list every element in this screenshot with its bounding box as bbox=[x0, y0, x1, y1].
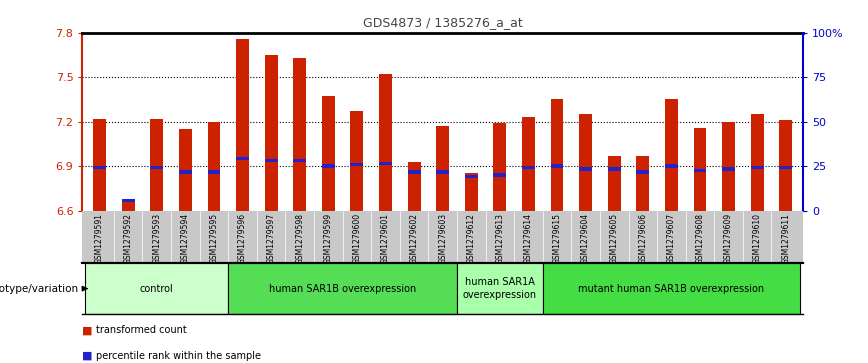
Bar bbox=[550, 164, 563, 168]
Bar bbox=[322, 97, 335, 211]
Bar bbox=[207, 122, 220, 211]
Bar bbox=[85, 263, 228, 314]
Text: GSM1279612: GSM1279612 bbox=[467, 213, 476, 264]
Bar bbox=[694, 169, 707, 172]
Text: GSM1279599: GSM1279599 bbox=[324, 213, 332, 264]
Bar bbox=[408, 170, 420, 174]
Text: GSM1279611: GSM1279611 bbox=[781, 213, 790, 264]
Text: GSM1279592: GSM1279592 bbox=[124, 213, 133, 264]
Bar bbox=[122, 200, 135, 211]
Text: GSM1279604: GSM1279604 bbox=[581, 213, 590, 264]
Bar bbox=[437, 126, 449, 211]
Bar bbox=[179, 129, 192, 211]
Bar bbox=[665, 99, 678, 211]
Bar bbox=[493, 174, 506, 176]
Text: GSM1279609: GSM1279609 bbox=[724, 213, 733, 264]
Bar bbox=[351, 163, 364, 166]
Title: GDS4873 / 1385276_a_at: GDS4873 / 1385276_a_at bbox=[363, 16, 523, 29]
Text: control: control bbox=[140, 284, 174, 294]
Bar bbox=[636, 170, 649, 174]
Text: GSM1279613: GSM1279613 bbox=[496, 213, 504, 264]
Bar bbox=[379, 74, 392, 211]
Bar bbox=[608, 167, 621, 171]
Bar bbox=[93, 119, 106, 211]
Bar bbox=[379, 162, 392, 165]
Bar bbox=[779, 120, 792, 211]
Text: GSM1279602: GSM1279602 bbox=[410, 213, 418, 264]
Text: GSM1279601: GSM1279601 bbox=[381, 213, 390, 264]
Bar bbox=[408, 162, 420, 211]
Bar bbox=[550, 99, 563, 211]
Bar bbox=[694, 127, 707, 211]
Bar bbox=[228, 263, 457, 314]
Bar bbox=[465, 174, 477, 211]
Bar bbox=[150, 166, 163, 169]
Bar bbox=[265, 159, 278, 162]
Text: GSM1279596: GSM1279596 bbox=[238, 213, 247, 264]
Text: GSM1279600: GSM1279600 bbox=[352, 213, 361, 264]
Text: GSM1279615: GSM1279615 bbox=[553, 213, 562, 264]
Text: genotype/variation: genotype/variation bbox=[0, 284, 78, 294]
Bar bbox=[265, 55, 278, 211]
Bar bbox=[293, 58, 306, 211]
Bar bbox=[236, 38, 249, 211]
Text: GSM1279593: GSM1279593 bbox=[152, 213, 161, 264]
Bar bbox=[522, 166, 535, 169]
Text: GSM1279606: GSM1279606 bbox=[638, 213, 648, 264]
Bar bbox=[722, 122, 735, 211]
Text: human SAR1B overexpression: human SAR1B overexpression bbox=[269, 284, 417, 294]
Text: GSM1279591: GSM1279591 bbox=[95, 213, 104, 264]
Text: GSM1279598: GSM1279598 bbox=[295, 213, 305, 264]
Text: ■: ■ bbox=[82, 325, 93, 335]
Text: GSM1279605: GSM1279605 bbox=[609, 213, 619, 264]
Bar bbox=[542, 263, 800, 314]
Bar bbox=[322, 164, 335, 168]
Bar bbox=[722, 167, 735, 171]
Bar bbox=[608, 156, 621, 211]
Bar bbox=[751, 114, 764, 211]
Bar bbox=[636, 156, 649, 211]
Bar bbox=[457, 263, 542, 314]
Text: human SAR1A
overexpression: human SAR1A overexpression bbox=[463, 277, 537, 300]
Text: GSM1279610: GSM1279610 bbox=[753, 213, 761, 264]
Bar bbox=[293, 159, 306, 162]
Bar bbox=[179, 170, 192, 174]
Text: GSM1279607: GSM1279607 bbox=[667, 213, 676, 264]
Text: GSM1279597: GSM1279597 bbox=[266, 213, 276, 264]
Text: GSM1279603: GSM1279603 bbox=[438, 213, 447, 264]
Bar bbox=[236, 157, 249, 160]
Text: transformed count: transformed count bbox=[96, 325, 187, 335]
Bar bbox=[665, 164, 678, 168]
Bar bbox=[150, 119, 163, 211]
Text: percentile rank within the sample: percentile rank within the sample bbox=[96, 351, 261, 361]
Bar bbox=[351, 111, 364, 211]
Bar bbox=[522, 117, 535, 211]
Bar bbox=[493, 123, 506, 211]
Bar bbox=[779, 166, 792, 169]
Text: GSM1279608: GSM1279608 bbox=[695, 213, 705, 264]
Bar bbox=[579, 114, 592, 211]
Bar bbox=[751, 166, 764, 169]
Text: GSM1279594: GSM1279594 bbox=[181, 213, 190, 264]
Text: GSM1279614: GSM1279614 bbox=[524, 213, 533, 264]
Text: GSM1279595: GSM1279595 bbox=[209, 213, 219, 264]
Bar bbox=[122, 199, 135, 202]
Bar bbox=[579, 167, 592, 171]
Text: mutant human SAR1B overexpression: mutant human SAR1B overexpression bbox=[578, 284, 765, 294]
Bar bbox=[437, 170, 449, 174]
Bar bbox=[207, 170, 220, 174]
Bar bbox=[93, 166, 106, 169]
Bar bbox=[465, 175, 477, 178]
Text: ■: ■ bbox=[82, 351, 93, 361]
